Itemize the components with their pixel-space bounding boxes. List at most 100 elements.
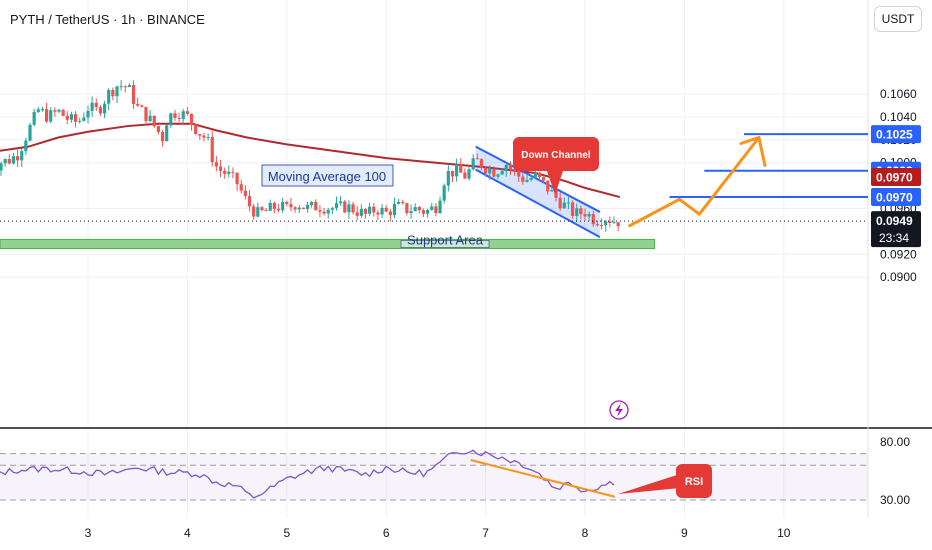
candle-body <box>546 180 550 192</box>
candle-body <box>430 206 434 211</box>
level-badge-0-0970: 0.0970 <box>876 191 913 205</box>
candle-body <box>488 168 492 174</box>
time-tick-label: 5 <box>283 526 290 540</box>
candle-body <box>562 202 566 209</box>
moving-average-label-bg <box>261 164 394 187</box>
price-tick-label: 0.1060 <box>880 87 917 101</box>
candle-body <box>194 124 198 135</box>
candle-body <box>372 206 376 213</box>
candle-body <box>107 89 111 104</box>
candle-body <box>537 172 542 178</box>
candle-body <box>305 204 310 209</box>
candle-body <box>397 202 401 204</box>
candle-body <box>492 168 496 177</box>
candle-body <box>264 210 268 212</box>
candle-body <box>123 86 127 88</box>
rsi-line <box>0 449 615 499</box>
candle-body <box>484 167 488 174</box>
candle-body <box>314 201 318 211</box>
rsi-panel: 80.00 30.00 <box>0 435 910 507</box>
candle-body <box>111 89 115 97</box>
candle-body <box>24 140 28 152</box>
candle-body <box>455 164 459 177</box>
candle-body <box>82 117 86 121</box>
candle-body <box>512 168 517 171</box>
candle-body <box>36 109 40 112</box>
candle-body <box>550 190 554 192</box>
candle-body <box>347 204 351 213</box>
chart-title: PYTH / TetherUS · 1h · BINANCE <box>10 12 205 27</box>
candle-body <box>293 207 297 210</box>
candle-body <box>165 125 169 142</box>
candle-body <box>235 172 239 185</box>
candle-body <box>591 214 595 225</box>
level-badge-0-0970-bg <box>871 188 921 207</box>
lightning-icon <box>615 403 623 417</box>
candle-body <box>401 202 405 204</box>
candle-body <box>363 209 368 214</box>
candle-body <box>322 211 326 214</box>
candle-body <box>0 163 3 171</box>
candle-body <box>310 201 314 205</box>
candle-body <box>368 206 372 214</box>
candle-body <box>587 214 591 217</box>
candle-body <box>384 207 388 212</box>
candle-body <box>442 185 446 201</box>
candle-body <box>148 115 152 122</box>
candle-body <box>256 207 260 217</box>
support-area-box <box>0 238 656 250</box>
price-tick-label: 0.1040 <box>880 110 917 124</box>
level-badge-0-1025: 0.1025 <box>876 128 913 142</box>
rsi-label: RSI <box>685 476 703 488</box>
candle-body <box>20 151 24 161</box>
candle-body <box>243 190 247 197</box>
candle-body <box>612 222 616 224</box>
candle-body <box>525 179 529 182</box>
candle-body <box>467 169 471 179</box>
candle-body <box>388 211 392 216</box>
down-channel-upper <box>475 145 601 213</box>
candle-body <box>517 170 521 177</box>
candle-body <box>575 208 579 216</box>
support-area-label-bg <box>400 240 490 248</box>
candle-body <box>380 207 384 215</box>
candle-body <box>339 201 343 204</box>
candle-body <box>426 210 430 214</box>
currency-button[interactable]: USDT <box>874 6 922 32</box>
candle-body <box>558 197 562 209</box>
candle-body <box>500 171 504 175</box>
candle-body <box>214 162 218 167</box>
candle-body <box>459 164 463 173</box>
candle-body <box>173 113 177 118</box>
candle-body <box>247 196 252 207</box>
candle-body <box>405 203 409 214</box>
candle-body <box>144 107 148 122</box>
candle-body <box>330 208 334 210</box>
candle-body <box>28 124 32 141</box>
candle-body <box>61 109 65 116</box>
candle-body <box>11 156 16 164</box>
candle-body <box>318 210 322 212</box>
candle-body <box>15 156 20 161</box>
candle-body <box>413 207 417 212</box>
annotations: Down Channel Moving Average 100 Support Ar… <box>261 137 712 498</box>
candle-body <box>541 177 546 181</box>
candle-body <box>583 214 587 217</box>
candle-body <box>127 85 132 87</box>
candle-body <box>136 103 140 106</box>
down-channel-label-bg <box>513 137 599 171</box>
candle-body <box>44 109 49 122</box>
candle-body <box>409 211 413 214</box>
candle-body <box>181 111 185 119</box>
candle-body <box>202 135 206 138</box>
time-tick-label: 4 <box>184 526 191 540</box>
projection-path <box>628 136 761 228</box>
candle-body <box>73 114 78 122</box>
candle-body <box>297 207 301 210</box>
rsi-tick-30: 30.00 <box>880 493 910 507</box>
candle-body <box>289 203 293 208</box>
candle-body <box>508 164 513 169</box>
candle-body <box>260 207 264 211</box>
rsi-band-fill <box>0 453 868 500</box>
candle-body <box>479 159 484 168</box>
